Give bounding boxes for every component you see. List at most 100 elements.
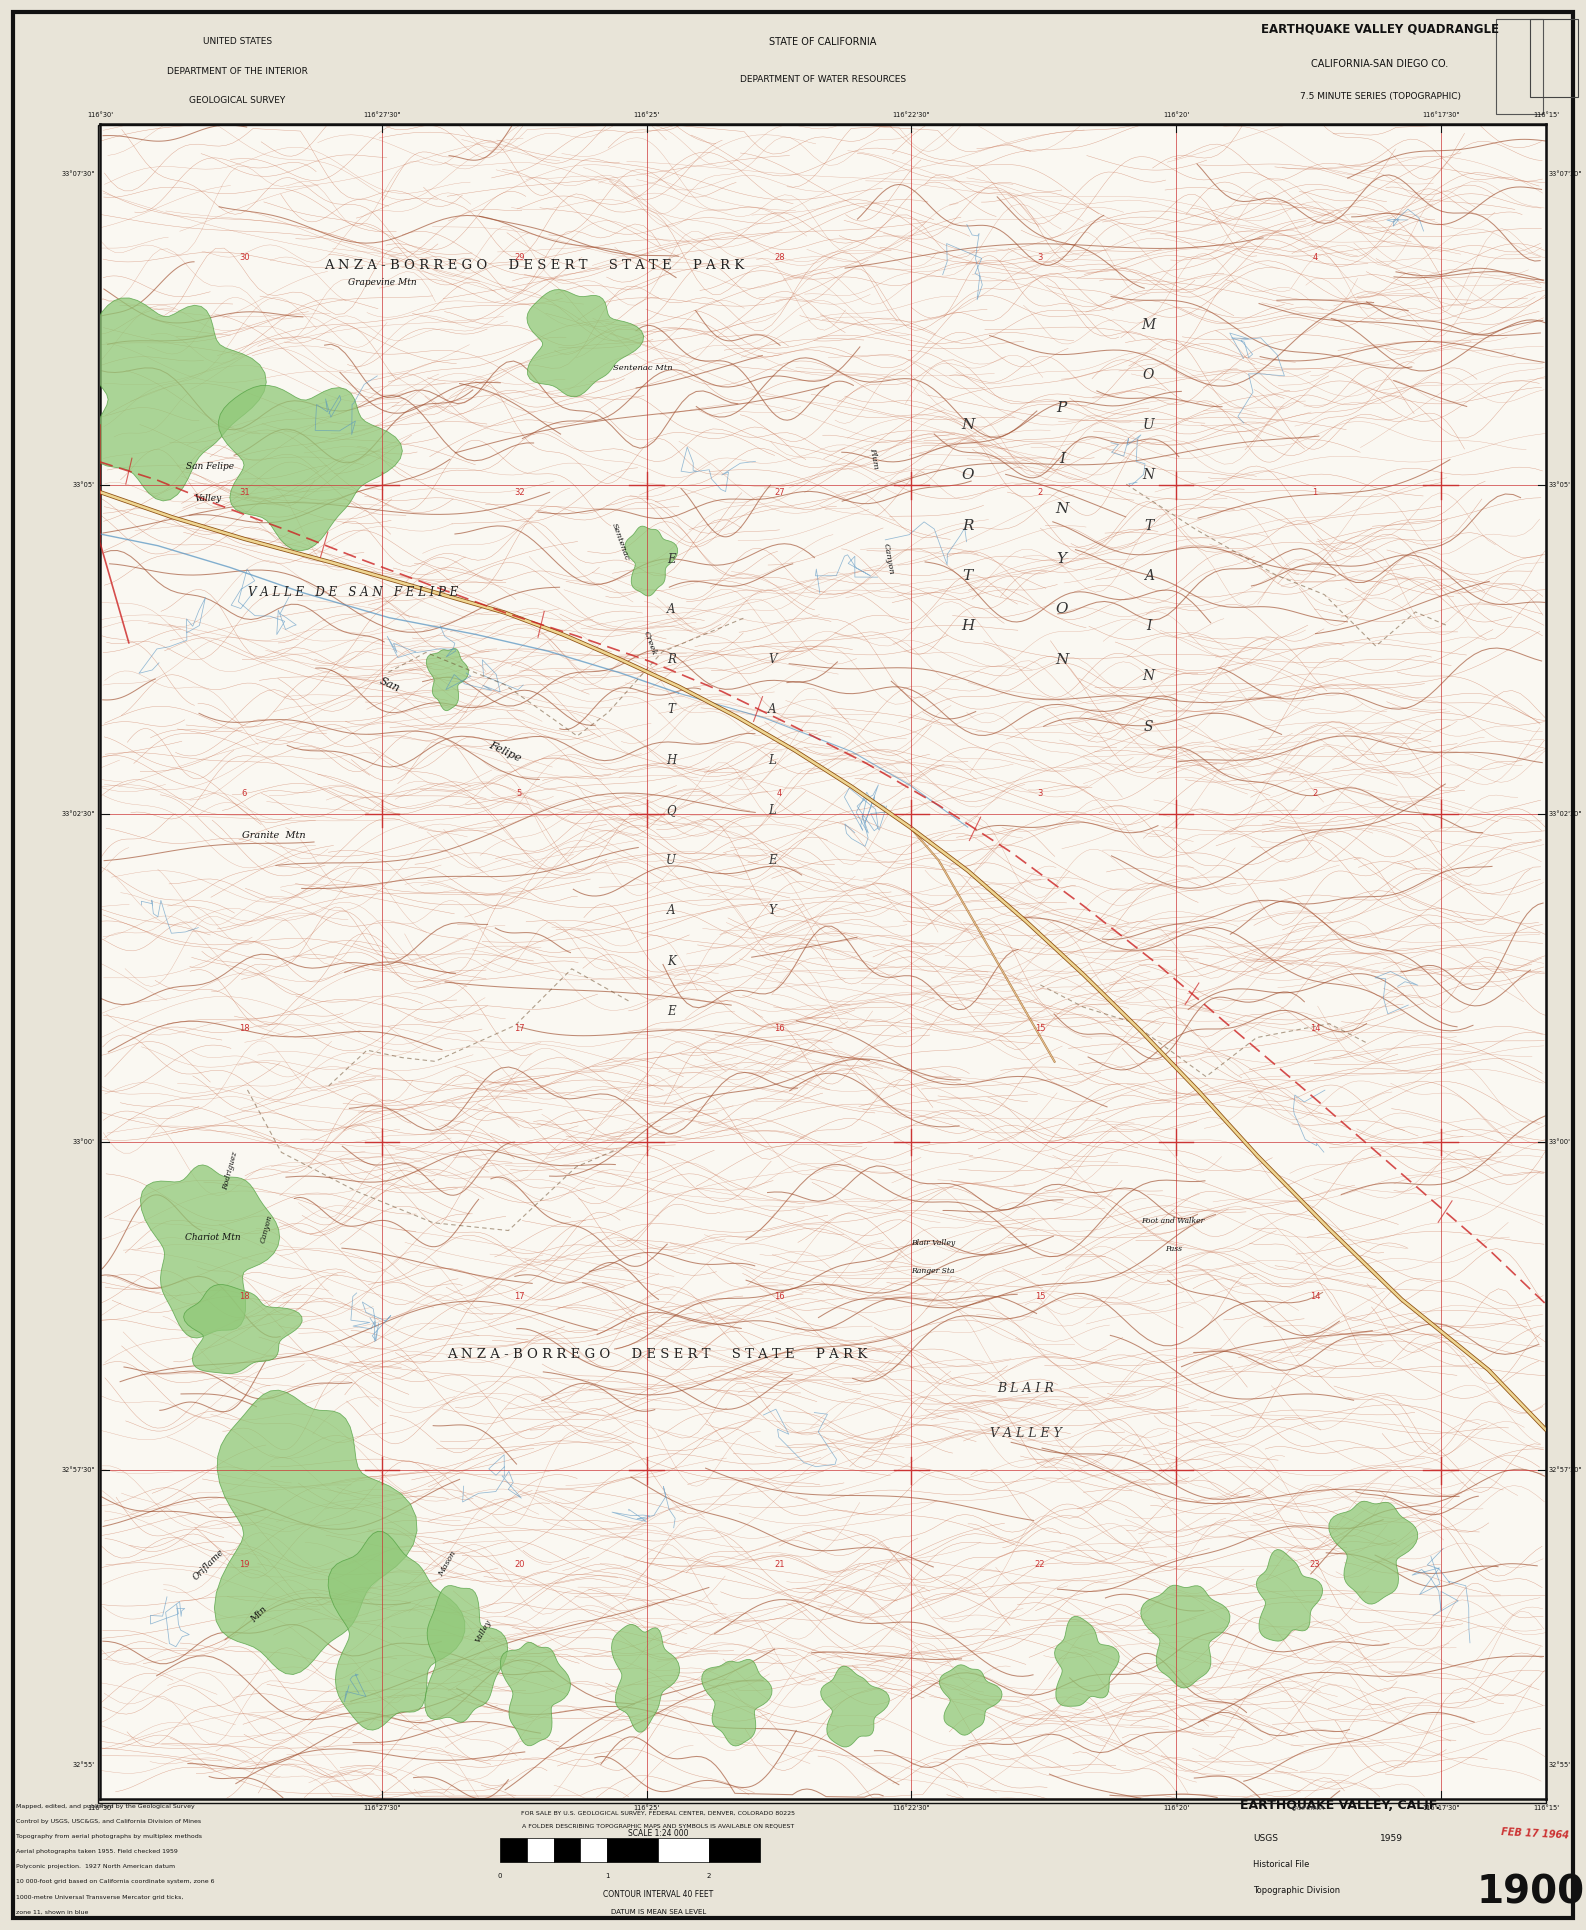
- Polygon shape: [141, 1166, 279, 1337]
- Text: 32°55': 32°55': [1548, 1762, 1570, 1768]
- Text: A: A: [1144, 569, 1153, 583]
- Bar: [1530, 19, 1578, 96]
- Text: DEPARTMENT OF WATER RESOURCES: DEPARTMENT OF WATER RESOURCES: [741, 75, 906, 85]
- Text: Grapevine Mtn: Grapevine Mtn: [347, 278, 416, 288]
- Text: STATE OF CALIFORNIA: STATE OF CALIFORNIA: [769, 37, 877, 46]
- Text: 1000-metre Universal Transverse Mercator grid ticks,: 1000-metre Universal Transverse Mercator…: [16, 1895, 184, 1899]
- Text: 116°22'30": 116°22'30": [893, 1805, 929, 1812]
- Text: B L A I R: B L A I R: [998, 1382, 1055, 1395]
- Text: Topographic Division: Topographic Division: [1253, 1886, 1340, 1895]
- Text: DATUM IS MEAN SEA LEVEL: DATUM IS MEAN SEA LEVEL: [611, 1909, 706, 1915]
- Polygon shape: [1329, 1502, 1418, 1604]
- Text: N: N: [1142, 469, 1155, 482]
- Text: 116°30': 116°30': [87, 1805, 113, 1812]
- Bar: [554, 1837, 580, 1862]
- Text: 1959: 1959: [1380, 1834, 1404, 1843]
- Text: CONTOUR INTERVAL 40 FEET: CONTOUR INTERVAL 40 FEET: [603, 1889, 714, 1899]
- Text: zone 11, shown in blue: zone 11, shown in blue: [16, 1909, 89, 1915]
- Text: O: O: [1056, 602, 1067, 616]
- Text: Sentenac Mtn: Sentenac Mtn: [612, 365, 672, 372]
- Text: 2: 2: [707, 1872, 711, 1878]
- Text: 116°15': 116°15': [1534, 112, 1559, 118]
- Text: 14: 14: [1310, 1023, 1320, 1033]
- Text: CALIFORNIA-SAN DIEGO CO.: CALIFORNIA-SAN DIEGO CO.: [1312, 60, 1448, 69]
- Text: 33°07'30": 33°07'30": [1548, 170, 1581, 178]
- Text: Rodriguez: Rodriguez: [220, 1150, 239, 1191]
- Text: H: H: [666, 753, 676, 766]
- Text: M: M: [1142, 318, 1156, 332]
- Text: 116°30': 116°30': [87, 112, 113, 118]
- Text: Felipe: Felipe: [487, 739, 523, 764]
- Text: 18: 18: [239, 1291, 251, 1301]
- Text: CALIFORNIA: CALIFORNIA: [1293, 1806, 1324, 1812]
- Text: 7.5 MINUTE SERIES (TOPOGRAPHIC): 7.5 MINUTE SERIES (TOPOGRAPHIC): [1299, 93, 1461, 100]
- Text: 1: 1: [606, 1872, 609, 1878]
- Text: Aerial photographs taken 1955. Field checked 1959: Aerial photographs taken 1955. Field che…: [16, 1849, 178, 1855]
- Text: I: I: [1059, 452, 1064, 465]
- Text: V A L L E   D E   S A N   F E L I P E: V A L L E D E S A N F E L I P E: [247, 587, 458, 598]
- Text: H: H: [961, 620, 974, 633]
- Polygon shape: [184, 1285, 303, 1374]
- Text: Creek: Creek: [641, 629, 658, 656]
- Text: 27: 27: [774, 488, 785, 496]
- Text: V: V: [768, 652, 777, 666]
- Polygon shape: [500, 1642, 571, 1747]
- Polygon shape: [328, 1530, 465, 1729]
- Text: 20: 20: [514, 1559, 525, 1569]
- Text: 116°20': 116°20': [1163, 112, 1190, 118]
- Text: 116°25': 116°25': [633, 112, 660, 118]
- Text: USGS: USGS: [1253, 1834, 1278, 1843]
- Bar: [1496, 19, 1543, 114]
- Text: R: R: [666, 652, 676, 666]
- Text: 116°22'30": 116°22'30": [893, 112, 929, 118]
- Text: 4: 4: [1312, 253, 1318, 262]
- Text: 15: 15: [1034, 1291, 1045, 1301]
- Text: 33°02'30": 33°02'30": [62, 811, 95, 816]
- Text: 31: 31: [239, 488, 251, 496]
- Text: U: U: [666, 855, 676, 867]
- Text: N: N: [1055, 502, 1069, 515]
- Text: A: A: [768, 703, 777, 716]
- Text: A N Z A - B O R R E G O     D E S E R T     S T A T E     P A R K: A N Z A - B O R R E G O D E S E R T S T …: [447, 1349, 868, 1361]
- Text: K: K: [666, 955, 676, 967]
- Text: I: I: [1145, 620, 1151, 633]
- Polygon shape: [612, 1625, 679, 1731]
- Text: Ranger Sta: Ranger Sta: [912, 1268, 955, 1276]
- Polygon shape: [820, 1666, 890, 1747]
- Text: 17: 17: [514, 1023, 525, 1033]
- Bar: [658, 1837, 709, 1862]
- Text: 17: 17: [514, 1291, 525, 1301]
- Bar: [709, 1837, 760, 1862]
- Text: N: N: [1055, 652, 1069, 666]
- Text: 14: 14: [1310, 1291, 1320, 1301]
- Text: 1: 1: [1312, 488, 1318, 496]
- Text: Y: Y: [1056, 552, 1067, 565]
- Bar: [580, 1837, 607, 1862]
- Text: 15: 15: [1034, 1023, 1045, 1033]
- Text: Y: Y: [769, 905, 777, 917]
- Text: Q: Q: [666, 805, 676, 816]
- Text: 116°27'30": 116°27'30": [363, 1805, 401, 1812]
- Text: Chariot Mtn: Chariot Mtn: [186, 1233, 241, 1243]
- Text: 116°25': 116°25': [633, 1805, 660, 1812]
- Polygon shape: [625, 527, 677, 596]
- Text: Valley: Valley: [195, 494, 222, 504]
- Text: L: L: [769, 805, 777, 816]
- Text: EARTHQUAKE VALLEY QUADRANGLE: EARTHQUAKE VALLEY QUADRANGLE: [1261, 21, 1499, 35]
- Text: Valley: Valley: [474, 1617, 493, 1644]
- Polygon shape: [701, 1660, 772, 1747]
- Text: 116°17'30": 116°17'30": [1423, 1805, 1459, 1812]
- Text: A N Z A - B O R R E G O     D E S E R T     S T A T E     P A R K: A N Z A - B O R R E G O D E S E R T S T …: [324, 259, 744, 272]
- Text: 30: 30: [239, 253, 251, 262]
- Text: 116°17'30": 116°17'30": [1423, 112, 1459, 118]
- Text: FOR SALE BY U.S. GEOLOGICAL SURVEY, FEDERAL CENTER, DENVER, COLORADO 80225: FOR SALE BY U.S. GEOLOGICAL SURVEY, FEDE…: [522, 1810, 795, 1816]
- Text: Foot and Walker: Foot and Walker: [1142, 1216, 1205, 1226]
- Text: 4: 4: [777, 789, 782, 799]
- Text: Control by USGS, USC&GS, and California Division of Mines: Control by USGS, USC&GS, and California …: [16, 1820, 201, 1824]
- Text: Polyconic projection.  1927 North American datum: Polyconic projection. 1927 North America…: [16, 1864, 174, 1870]
- Text: A FOLDER DESCRIBING TOPOGRAPHIC MAPS AND SYMBOLS IS AVAILABLE ON REQUEST: A FOLDER DESCRIBING TOPOGRAPHIC MAPS AND…: [522, 1824, 795, 1828]
- Text: 116°20': 116°20': [1163, 1805, 1190, 1812]
- Polygon shape: [1055, 1615, 1120, 1706]
- Text: 32°57'30": 32°57'30": [1548, 1467, 1581, 1473]
- Text: T: T: [963, 569, 972, 583]
